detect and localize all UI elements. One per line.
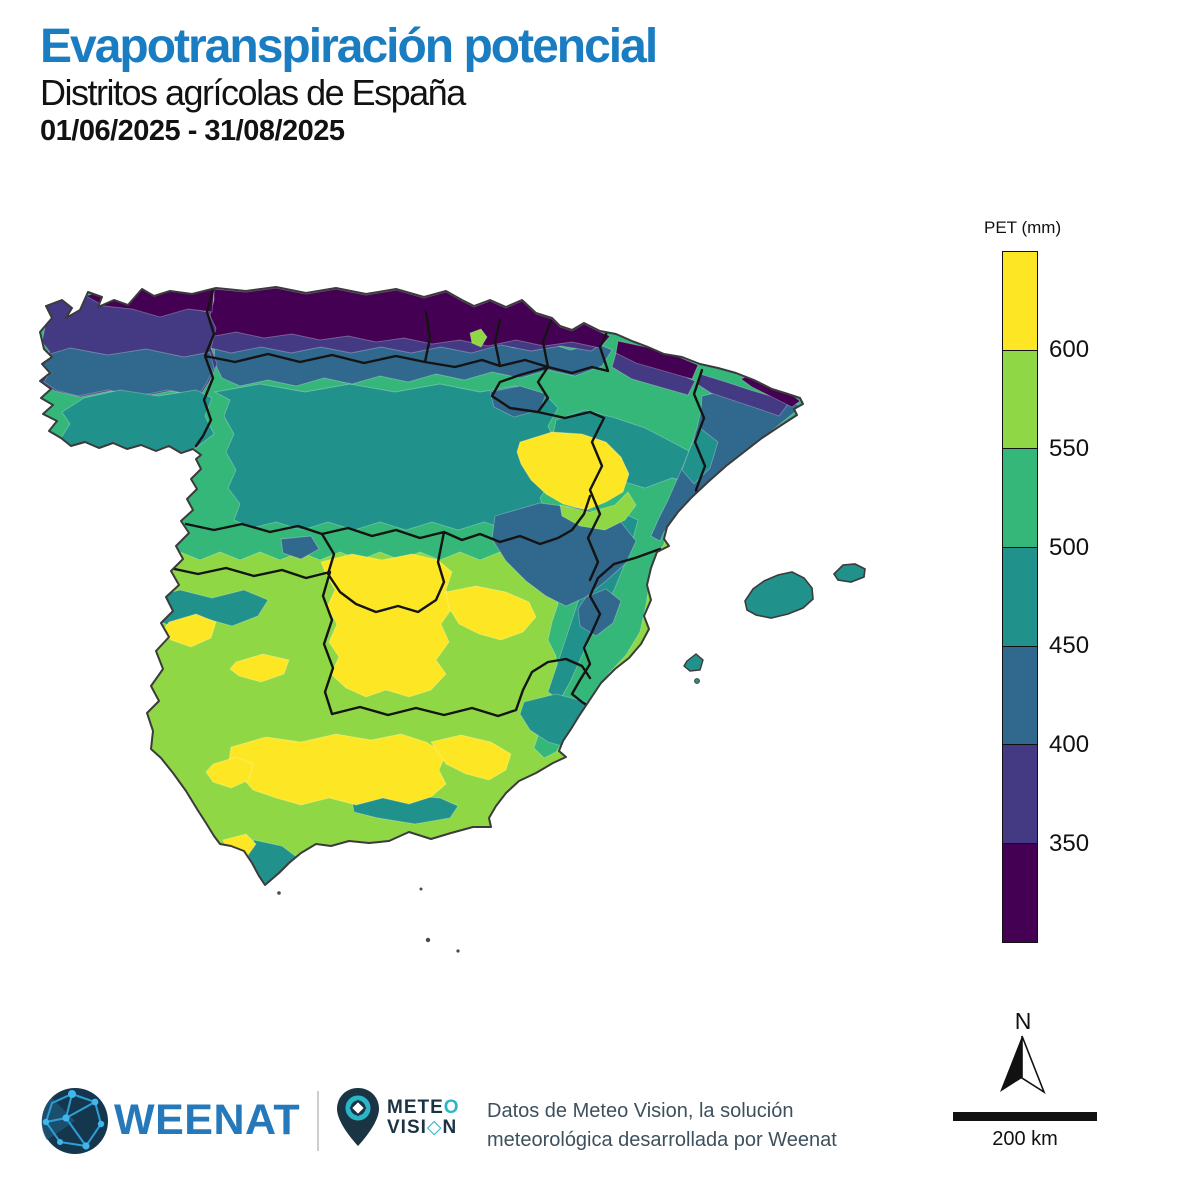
island-formentera bbox=[694, 678, 700, 684]
zone-yellow-mancha-east bbox=[445, 585, 537, 641]
page-subtitle: Distritos agrícolas de España bbox=[40, 71, 466, 113]
attribution-line2: meteorológica desarrollada por Weenat bbox=[487, 1129, 837, 1151]
north-arrow-icon bbox=[1000, 1035, 1046, 1094]
legend-class-4 bbox=[1002, 645, 1038, 746]
scale-bar bbox=[953, 1112, 1097, 1121]
legend-class-1 bbox=[1002, 349, 1038, 450]
zone-yellow-huelva bbox=[205, 756, 254, 789]
legend-class-3 bbox=[1002, 546, 1038, 648]
zone-yellow-jaen bbox=[430, 734, 512, 781]
legend-tick-500: 500 bbox=[1049, 533, 1090, 561]
weenat-wordmark: WEENAT bbox=[114, 1096, 301, 1144]
legend-tick-550: 550 bbox=[1049, 434, 1090, 462]
islet-dots bbox=[277, 887, 460, 953]
meteo-vision-logo-icon bbox=[337, 1088, 379, 1146]
weenat-logo-icon bbox=[41, 1088, 108, 1154]
zone-lightgreen-navarra-dot bbox=[469, 328, 488, 348]
legend-class-5 bbox=[1002, 744, 1038, 845]
zone-yellow-extremadura-2 bbox=[229, 653, 290, 683]
footer-divider bbox=[317, 1091, 319, 1151]
zone-blue-gredos bbox=[280, 535, 320, 560]
mainland-coastline bbox=[39, 286, 804, 886]
scale-bar-label: 200 km bbox=[992, 1128, 1058, 1150]
legend-tick-400: 400 bbox=[1049, 731, 1090, 759]
meteo-line2: VISI bbox=[387, 1117, 427, 1138]
meteo-line2-n: N bbox=[442, 1117, 458, 1138]
community-borders bbox=[168, 288, 707, 718]
legend-tick-600: 600 bbox=[1049, 335, 1090, 363]
meteo-line2-o-icon: ◇ bbox=[426, 1117, 443, 1138]
legend-class-6 bbox=[1002, 842, 1038, 943]
attribution-line1: Datos de Meteo Vision, la solución bbox=[487, 1100, 794, 1122]
page-title: Evapotranspiración potencial bbox=[40, 20, 658, 73]
island-ibiza bbox=[683, 653, 704, 672]
zone-yellow-andalusia bbox=[228, 733, 447, 806]
island-mallorca bbox=[744, 571, 814, 619]
north-label: N bbox=[1014, 1008, 1032, 1034]
legend-class-0 bbox=[1002, 251, 1038, 352]
meteo-vision-wordmark: METEO VISI◇N bbox=[387, 1098, 460, 1138]
meteo-line1-o: O bbox=[443, 1097, 460, 1118]
legend-title: PET (mm) bbox=[984, 218, 1062, 237]
map-zones bbox=[40, 287, 803, 885]
meteo-line1: METE bbox=[387, 1097, 444, 1118]
zone-purple-cat-pyrenees bbox=[696, 373, 789, 417]
attribution-text: Datos de Meteo Vision, la solución meteo… bbox=[487, 1097, 837, 1155]
legend-tick-350: 350 bbox=[1049, 830, 1090, 858]
legend-colorbar bbox=[1002, 251, 1038, 943]
date-range: 01/06/2025 - 31/08/2025 bbox=[40, 114, 345, 147]
header: Evapotranspiración potencial Distritos a… bbox=[40, 20, 658, 148]
legend-tick-450: 450 bbox=[1049, 632, 1090, 660]
zone-yellow-madrid-mancha bbox=[320, 553, 454, 698]
legend-class-2 bbox=[1002, 448, 1038, 549]
zone-teal-meseta bbox=[213, 383, 559, 531]
zone-yellow-ebro bbox=[516, 431, 630, 511]
island-menorca bbox=[832, 563, 866, 583]
